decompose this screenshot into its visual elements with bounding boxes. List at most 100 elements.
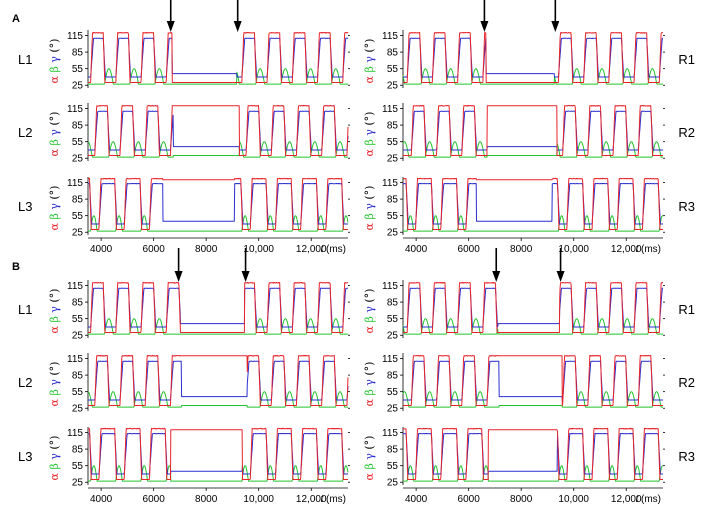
x-axis-variable: t (320, 244, 326, 255)
x-tick-label: 6000 (143, 494, 166, 505)
y-tick-label: 55 (387, 137, 399, 148)
y-label-beta: β (363, 386, 376, 396)
y-tick-label: 115 (67, 428, 83, 439)
y-tick-label: 55 (387, 211, 399, 222)
row-label-right: R1 (678, 52, 695, 67)
y-tick-label: 115 (382, 281, 398, 292)
y-tick-label: 55 (72, 387, 84, 398)
beta-trace (87, 141, 349, 158)
y-tick-label: 85 (72, 371, 84, 382)
y-label-beta: β (363, 460, 376, 470)
x-tick-label: 10,000 (558, 494, 589, 505)
y-label-unit: (°) (363, 289, 376, 303)
x-tick-label: 12,000 (296, 244, 327, 255)
x-axis-variable: t (320, 494, 326, 505)
y-label-alpha: α (48, 73, 61, 84)
x-tick-label: 4000 (405, 494, 428, 505)
y-label-alpha: α (363, 146, 376, 157)
y-tick-label: 85 (387, 298, 399, 309)
alpha-trace (402, 354, 664, 406)
y-label-alpha: α (48, 220, 61, 231)
x-tick-label: 4000 (405, 244, 428, 255)
y-tick-label: 85 (72, 298, 84, 309)
y-tick-label: 115 (67, 354, 83, 365)
y-label-gamma: γ (363, 200, 376, 210)
row-label-left: L1 (18, 302, 32, 317)
y-tick-label: 55 (387, 387, 399, 398)
y-tick-label: 25 (72, 478, 84, 489)
x-tick-label: 8000 (510, 244, 533, 255)
y-axis-label: α β γ (°) (48, 112, 61, 157)
y-tick-label: 55 (72, 461, 84, 472)
y-tick-label: 85 (72, 195, 84, 206)
y-tick-label: 115 (67, 31, 83, 42)
y-tick-label: 85 (387, 371, 399, 382)
y-axis-label: α β γ (°) (363, 186, 376, 231)
y-tick-label: 25 (387, 228, 399, 239)
x-tick-label: 10,000 (243, 244, 274, 255)
y-tick-label: 85 (387, 121, 399, 132)
y-tick-label: 55 (387, 314, 399, 325)
alpha-trace (402, 177, 664, 230)
y-axis-label: α β γ (°) (48, 362, 61, 407)
y-label-gamma: γ (363, 126, 376, 136)
y-label-beta: β (48, 313, 61, 323)
y-label-unit: (°) (48, 39, 61, 53)
stimulus-arrow-head (233, 21, 242, 32)
row-label-right: R2 (678, 375, 695, 390)
alpha-trace (87, 31, 349, 83)
y-label-beta: β (48, 63, 61, 73)
y-axis-label: α β γ (°) (363, 112, 376, 157)
alpha-trace (87, 104, 349, 156)
x-axis-variable: t (635, 494, 641, 505)
x-axis-label: t (ms) (320, 244, 346, 255)
gamma-trace (402, 433, 664, 475)
stimulus-arrow-head (480, 21, 489, 32)
y-label-unit: (°) (363, 39, 376, 53)
y-tick-label: 115 (67, 104, 83, 115)
y-axis-label: α β γ (°) (48, 186, 61, 231)
y-label-unit: (°) (48, 362, 61, 376)
gamma-trace (87, 433, 349, 475)
y-label-unit: (°) (48, 112, 61, 126)
row-a-right-3: 25 55 85 115 α β γ (°) R3 4000 6000 8000 10,000 12… (363, 177, 695, 255)
y-label-unit: (°) (363, 436, 376, 450)
y-tick-label: 55 (72, 211, 84, 222)
beta-trace (402, 215, 664, 232)
y-axis-label: α β γ (°) (363, 39, 376, 84)
y-tick-label: 55 (387, 64, 399, 75)
x-axis-unit: (ms) (326, 494, 346, 505)
x-tick-label: 6000 (143, 244, 166, 255)
y-label-gamma: γ (363, 376, 376, 386)
stimulus-arrow-head (166, 21, 175, 32)
alpha-trace (402, 31, 664, 83)
x-tick-label: 8000 (510, 494, 533, 505)
row-b-left-2: 25 55 85 115 α β γ (°) L2 (18, 353, 350, 415)
row-a-left-1: 25 55 85 115 α β γ (°) L1 (18, 0, 350, 92)
y-label-gamma: γ (48, 200, 61, 210)
y-label-gamma: γ (48, 450, 61, 460)
gamma-trace (402, 110, 664, 151)
y-label-alpha: α (48, 323, 61, 334)
x-tick-label: 8000 (195, 494, 218, 505)
gamma-trace (402, 183, 664, 225)
x-axis-label: t (ms) (635, 494, 661, 505)
row-a-right-2: 25 55 85 115 α β γ (°) R2 (363, 103, 695, 165)
beta-trace (402, 141, 664, 158)
y-axis-label: α β γ (°) (48, 39, 61, 84)
beta-trace (87, 391, 349, 408)
y-label-gamma: γ (48, 376, 61, 386)
y-tick-label: 85 (72, 121, 84, 132)
x-axis-label: t (ms) (635, 244, 661, 255)
row-label-right: R3 (678, 449, 695, 464)
stimulus-arrow-head (556, 271, 565, 282)
y-tick-label: 115 (382, 428, 398, 439)
row-a-left-3: 25 55 85 115 α β γ (°) L3 4000 6000 8000 10,000 12… (18, 177, 350, 255)
y-label-gamma: γ (363, 450, 376, 460)
row-label-left: L1 (18, 52, 32, 67)
y-tick-label: 115 (382, 31, 398, 42)
x-tick-label: 12,000 (611, 494, 642, 505)
y-tick-label: 85 (387, 445, 399, 456)
y-tick-label: 115 (67, 178, 83, 189)
y-tick-label: 25 (72, 228, 84, 239)
